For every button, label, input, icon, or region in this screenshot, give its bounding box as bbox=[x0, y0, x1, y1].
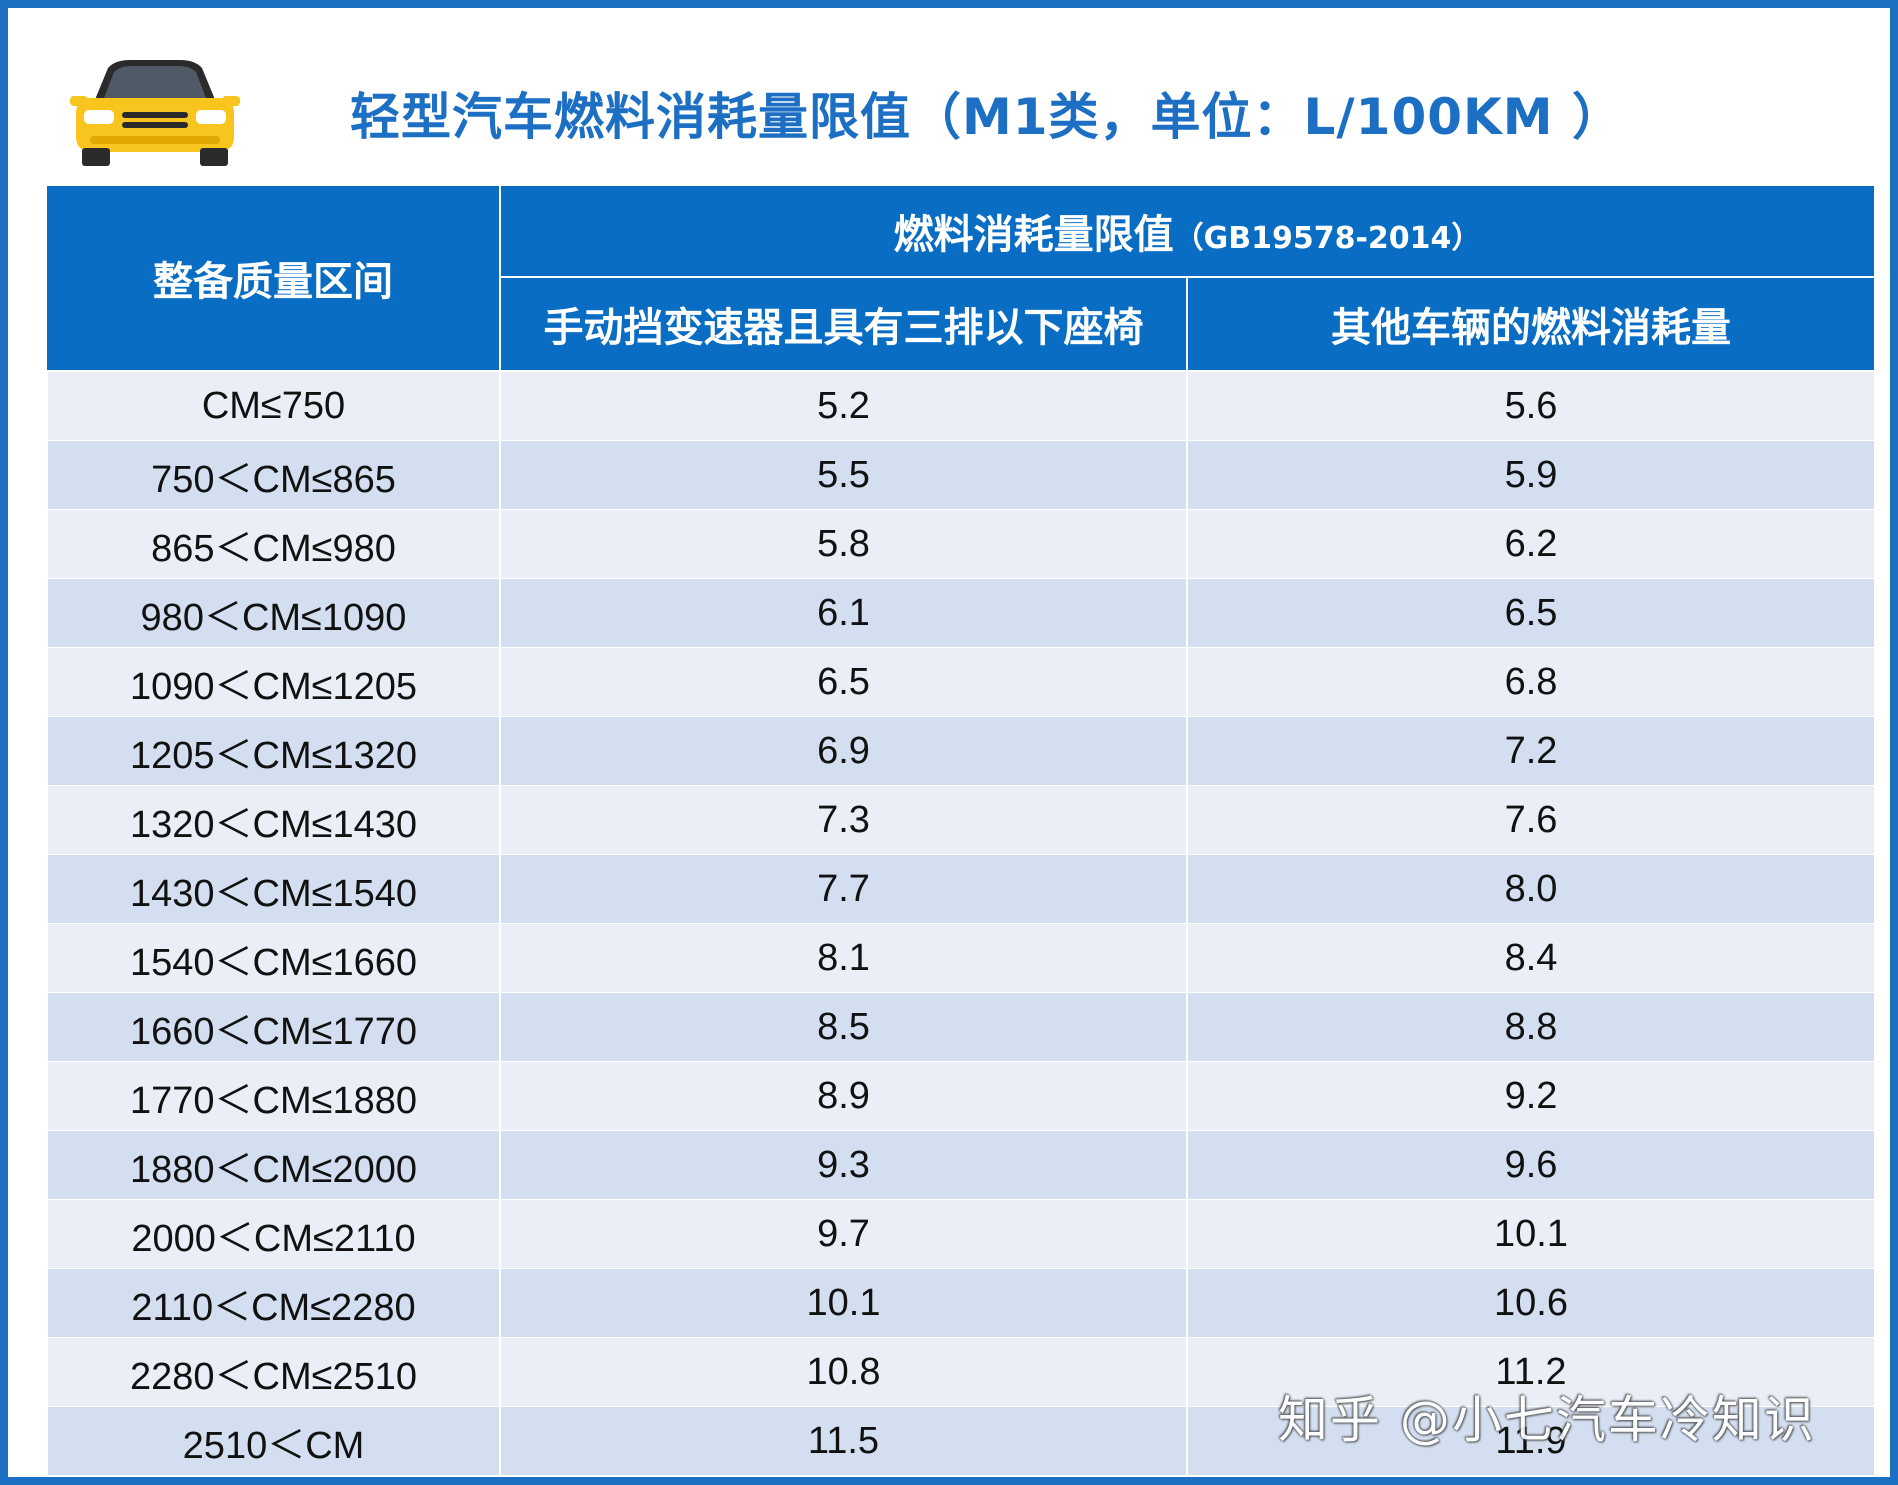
cell-manual-limit: 9.7 bbox=[499, 1199, 1188, 1269]
table-row: 750＜CM≤865 5.5 5.9 bbox=[46, 440, 1876, 510]
cell-other-limit: 7.2 bbox=[1186, 716, 1876, 786]
cell-mass-range: 1770＜CM≤1880 bbox=[46, 1061, 501, 1131]
table-row: 1880＜CM≤2000 9.3 9.6 bbox=[46, 1130, 1876, 1200]
cell-mass-range: 1660＜CM≤1770 bbox=[46, 992, 501, 1062]
cell-mass-range: 1320＜CM≤1430 bbox=[46, 785, 501, 855]
table-row: 1540＜CM≤1660 8.1 8.4 bbox=[46, 923, 1876, 993]
watermark: 知乎 @小七汽车冷知识 bbox=[1278, 1391, 1816, 1449]
cell-mass-range: 1430＜CM≤1540 bbox=[46, 854, 501, 924]
header-manual-transmission: 手动挡变速器且具有三排以下座椅 bbox=[499, 276, 1188, 372]
table-row: 980＜CM≤1090 6.1 6.5 bbox=[46, 578, 1876, 648]
header-fuel-limit-label: 燃料消耗量限值 bbox=[893, 212, 1174, 258]
table-body: CM≤750 5.2 5.6 750＜CM≤865 5.5 5.9 865＜CM≤980 5.… bbox=[46, 370, 1876, 1475]
header-mass-range: 整备质量区间 bbox=[47, 186, 501, 372]
cell-mass-range: 1540＜CM≤1660 bbox=[46, 923, 501, 993]
table-row: 1090＜CM≤1205 6.5 6.8 bbox=[46, 647, 1876, 717]
cell-other-limit: 6.5 bbox=[1186, 578, 1876, 648]
cell-other-limit: 8.0 bbox=[1186, 854, 1876, 924]
cell-mass-range: 1880＜CM≤2000 bbox=[46, 1130, 501, 1200]
cell-manual-limit: 5.8 bbox=[499, 509, 1188, 579]
table-row: 1660＜CM≤1770 8.5 8.8 bbox=[46, 992, 1876, 1062]
cell-manual-limit: 7.7 bbox=[499, 854, 1188, 924]
table-row: 1320＜CM≤1430 7.3 7.6 bbox=[46, 785, 1876, 855]
cell-mass-range: 865＜CM≤980 bbox=[46, 509, 501, 579]
cell-manual-limit: 5.5 bbox=[499, 440, 1188, 510]
cell-other-limit: 6.8 bbox=[1186, 647, 1876, 717]
car-icon bbox=[70, 58, 240, 168]
cell-manual-limit: 10.1 bbox=[499, 1268, 1188, 1338]
cell-manual-limit: 10.8 bbox=[499, 1337, 1188, 1407]
cell-mass-range: 2000＜CM≤2110 bbox=[46, 1199, 501, 1269]
cell-other-limit: 5.9 bbox=[1186, 440, 1876, 510]
cell-manual-limit: 11.5 bbox=[499, 1406, 1188, 1475]
header-other-vehicles: 其他车辆的燃料消耗量 bbox=[1186, 276, 1876, 372]
cell-manual-limit: 6.1 bbox=[499, 578, 1188, 648]
cell-mass-range: 2510＜CM bbox=[46, 1406, 501, 1475]
cell-mass-range: CM≤750 bbox=[46, 370, 501, 441]
cell-mass-range: 2280＜CM≤2510 bbox=[46, 1337, 501, 1407]
cell-mass-range: 2110＜CM≤2280 bbox=[46, 1268, 501, 1338]
table-row: 2510＜CM 11.5 11.9 bbox=[46, 1406, 1876, 1475]
table-row: 1205＜CM≤1320 6.9 7.2 bbox=[46, 716, 1876, 786]
cell-manual-limit: 8.9 bbox=[499, 1061, 1188, 1131]
cell-other-limit: 10.6 bbox=[1186, 1268, 1876, 1338]
title-row: 轻型汽车燃料消耗量限值（M1类，单位：L/100KM ） bbox=[70, 58, 1623, 168]
cell-mass-range: 1205＜CM≤1320 bbox=[46, 716, 501, 786]
cell-other-limit: 8.8 bbox=[1186, 992, 1876, 1062]
cell-other-limit: 9.6 bbox=[1186, 1130, 1876, 1200]
table-row: 2110＜CM≤2280 10.1 10.6 bbox=[46, 1268, 1876, 1338]
cell-other-limit: 9.2 bbox=[1186, 1061, 1876, 1131]
cell-other-limit: 11.9 bbox=[1186, 1406, 1876, 1475]
cell-manual-limit: 5.2 bbox=[499, 370, 1188, 441]
cell-manual-limit: 9.3 bbox=[499, 1130, 1188, 1200]
cell-manual-limit: 8.5 bbox=[499, 992, 1188, 1062]
cell-mass-range: 750＜CM≤865 bbox=[46, 440, 501, 510]
table-row: 2000＜CM≤2110 9.7 10.1 bbox=[46, 1199, 1876, 1269]
cell-other-limit: 7.6 bbox=[1186, 785, 1876, 855]
cell-other-limit: 5.6 bbox=[1186, 370, 1876, 441]
cell-manual-limit: 8.1 bbox=[499, 923, 1188, 993]
cell-manual-limit: 6.5 bbox=[499, 647, 1188, 717]
cell-mass-range: 1090＜CM≤1205 bbox=[46, 647, 501, 717]
cell-other-limit: 6.2 bbox=[1186, 509, 1876, 579]
table-row: 2280＜CM≤2510 10.8 11.2 bbox=[46, 1337, 1876, 1407]
table-row: 1430＜CM≤1540 7.7 8.0 bbox=[46, 854, 1876, 924]
cell-other-limit: 8.4 bbox=[1186, 923, 1876, 993]
header-standard-code: （GB19578-2014） bbox=[1173, 221, 1482, 256]
header-fuel-limit: 燃料消耗量限值（GB19578-2014） bbox=[499, 186, 1876, 278]
table-row: 1770＜CM≤1880 8.9 9.2 bbox=[46, 1061, 1876, 1131]
table-row: 865＜CM≤980 5.8 6.2 bbox=[46, 509, 1876, 579]
page-title: 轻型汽车燃料消耗量限值（M1类，单位：L/100KM ） bbox=[350, 88, 1623, 146]
cell-other-limit: 11.2 bbox=[1186, 1337, 1876, 1407]
cell-other-limit: 10.1 bbox=[1186, 1199, 1876, 1269]
cell-manual-limit: 7.3 bbox=[499, 785, 1188, 855]
table-row: CM≤750 5.2 5.6 bbox=[46, 370, 1876, 441]
cell-manual-limit: 6.9 bbox=[499, 716, 1188, 786]
fuel-limit-table: 整备质量区间 燃料消耗量限值（GB19578-2014） 手动挡变速器且具有三排… bbox=[46, 186, 1876, 1475]
cell-mass-range: 980＜CM≤1090 bbox=[46, 578, 501, 648]
